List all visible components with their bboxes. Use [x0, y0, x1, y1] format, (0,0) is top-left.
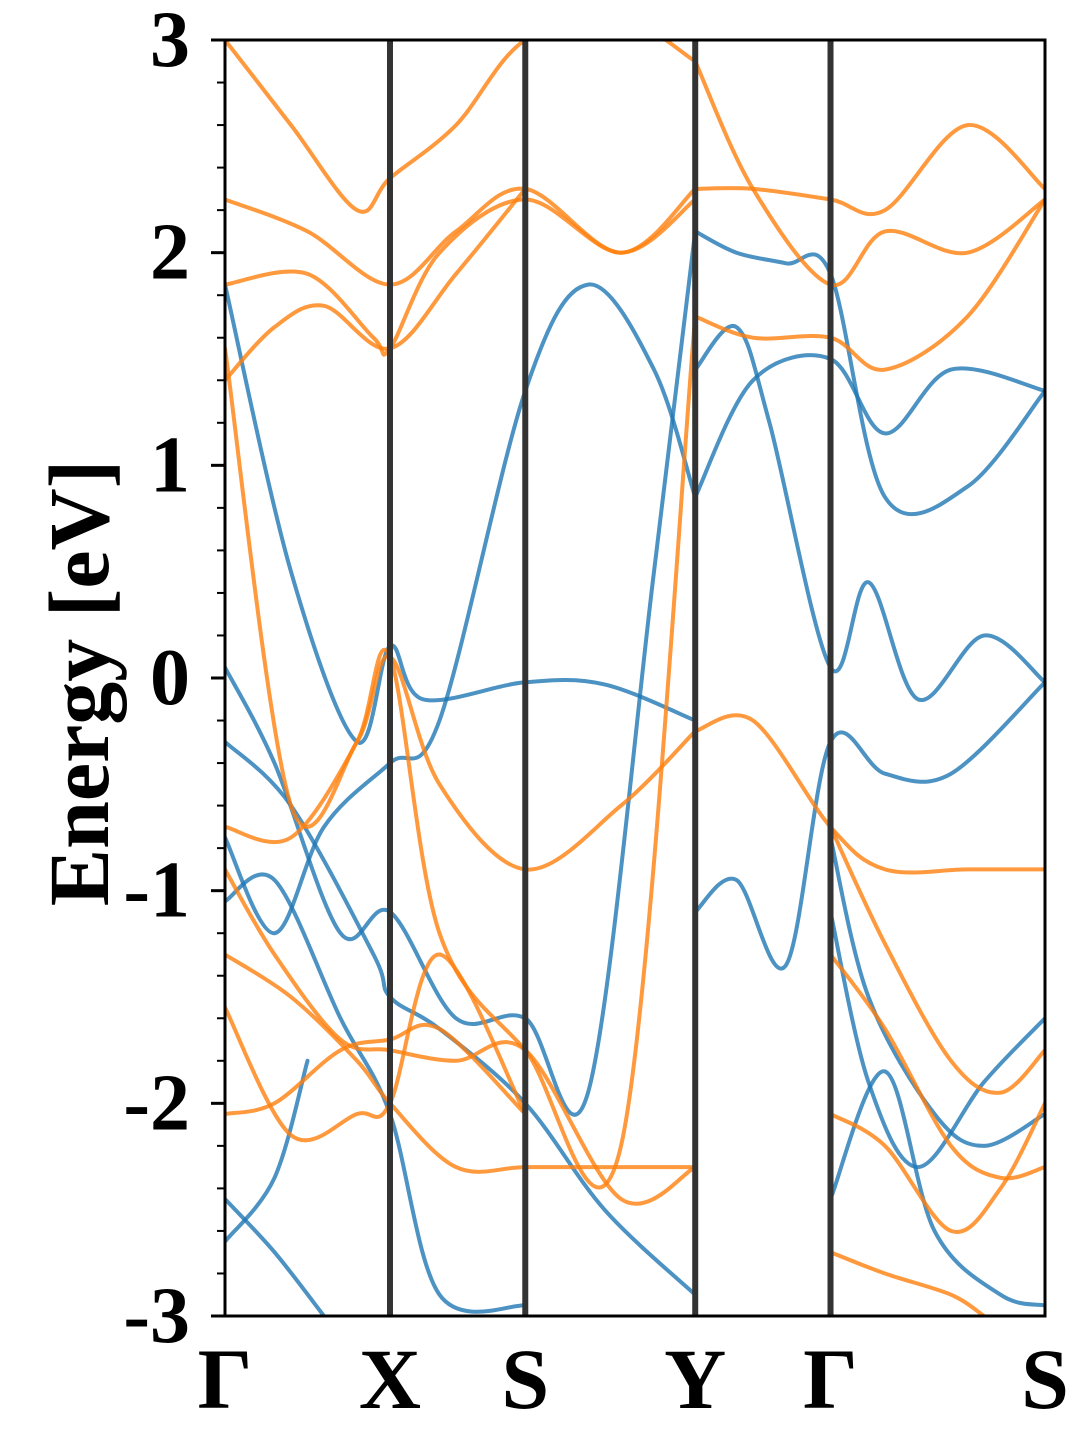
band-line-down-16 — [225, 197, 698, 357]
plot-frame — [223, 38, 1047, 1318]
y-tick-label: 1 — [150, 421, 190, 509]
band-line-down-19 — [693, 59, 1045, 288]
band-line-up-11 — [828, 1069, 1045, 1308]
y-tick-label: -3 — [123, 1272, 190, 1360]
y-axis-ticks — [211, 38, 225, 1318]
band-line-down-27 — [225, 1022, 528, 1116]
band-line-up-8 — [225, 872, 528, 1314]
band-line-up-1 — [225, 282, 698, 745]
band-line-up-5 — [693, 680, 1045, 971]
band-line-down-22 — [693, 713, 1045, 875]
band-line-up-4 — [693, 324, 1045, 702]
band-line-down-17 — [225, 186, 528, 383]
band-line-up-6 — [693, 353, 1045, 500]
y-tick-label: 3 — [150, 0, 190, 84]
band-line-down-21 — [225, 346, 698, 872]
band-line-up-9 — [828, 909, 1045, 1170]
band-line-up-2 — [225, 229, 698, 1117]
k-label-0: Γ — [198, 1331, 253, 1427]
band-line-up-3 — [693, 229, 1045, 517]
high-symmetry-lines — [386, 40, 834, 1316]
band-line-down-30 — [828, 1101, 1045, 1234]
y-tick-label: 2 — [150, 209, 190, 297]
band-line-down-23 — [225, 314, 698, 1190]
band-line-down-14 — [225, 40, 698, 214]
band-line-down-24 — [225, 867, 698, 1206]
k-label-4: Γ — [803, 1331, 858, 1427]
band-line-up-0 — [225, 282, 698, 936]
band-line-down-26 — [225, 952, 528, 1143]
y-tick-label: 0 — [150, 634, 190, 722]
y-tick-labels: 3 2 1 0 -1 -2 -3 — [123, 0, 190, 1360]
k-label-5: S — [1021, 1331, 1069, 1427]
band-line-down-20 — [693, 197, 1045, 372]
band-line-down-25 — [225, 952, 698, 1174]
k-label-1: X — [359, 1331, 421, 1427]
y-tick-label: -2 — [123, 1059, 190, 1147]
band-lines — [225, 40, 1045, 1316]
band-line-down-28 — [828, 824, 1045, 1095]
band-line-up-13 — [225, 1058, 310, 1244]
band-line-down-18 — [693, 123, 1045, 217]
y-tick-label: -1 — [123, 847, 190, 935]
band-line-up-7 — [225, 739, 698, 1297]
band-line-down-31 — [828, 1250, 986, 1316]
k-label-2: S — [501, 1331, 549, 1427]
k-label-3: Y — [664, 1331, 726, 1427]
band-line-up-12 — [225, 1197, 326, 1316]
y-axis-title: Energy [eV] — [31, 460, 127, 907]
